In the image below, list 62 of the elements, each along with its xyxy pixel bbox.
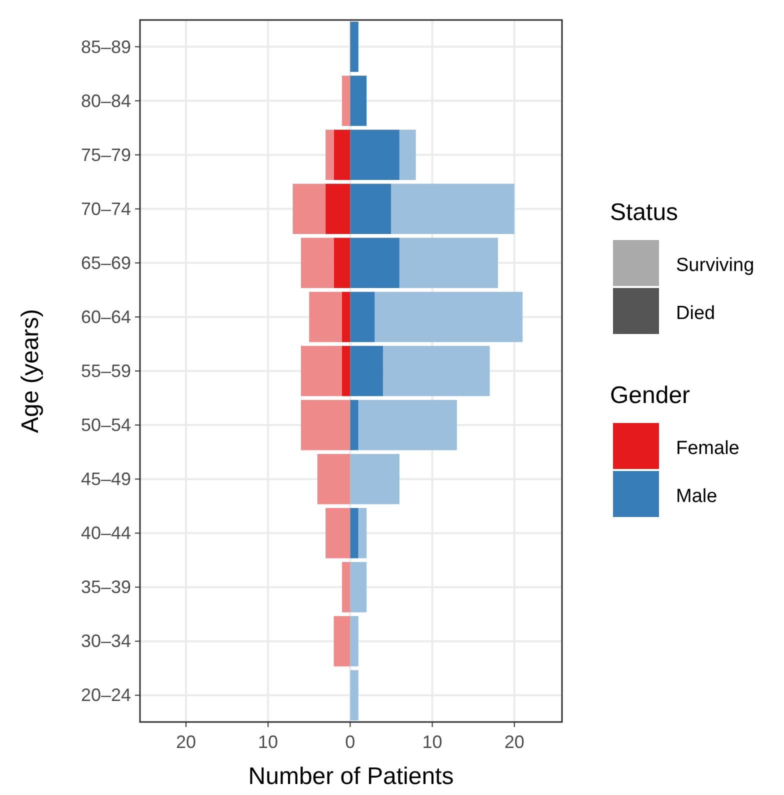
text: Died (676, 303, 716, 324)
y-tick-label: 70–74 (80, 198, 131, 219)
y-axis-title: Age (years) (17, 308, 44, 434)
text: Gender (610, 382, 690, 409)
bar (317, 454, 350, 504)
y-tick-label: 50–54 (80, 415, 131, 436)
bar (350, 508, 358, 558)
text: Status (610, 199, 678, 226)
bar (350, 184, 392, 234)
y-tick-label: 65–69 (80, 252, 131, 273)
y-tick-label: 45–49 (80, 469, 131, 490)
bar (334, 238, 350, 288)
bar (350, 400, 358, 450)
bar (334, 130, 350, 180)
bar (292, 184, 326, 234)
x-tick-label: 10 (422, 732, 442, 752)
text: Surviving (676, 255, 754, 276)
bar (374, 292, 523, 342)
x-axis-title: Number of Patients (248, 763, 454, 790)
y-tick-label: 60–64 (80, 306, 131, 327)
bar (334, 616, 350, 666)
bar (350, 562, 367, 612)
bar (309, 292, 342, 342)
bar (300, 400, 350, 450)
bar (350, 346, 384, 396)
bar (350, 292, 375, 342)
y-tick-label: 40–44 (80, 523, 131, 544)
bar (300, 238, 334, 288)
bar (342, 346, 350, 396)
bar (391, 184, 514, 234)
y-tick-label: 75–79 (80, 144, 131, 165)
bar (350, 454, 400, 504)
bar (342, 562, 350, 612)
bar (300, 346, 342, 396)
x-tick-label: 10 (258, 732, 278, 752)
bar (350, 238, 400, 288)
text: Female (676, 438, 740, 459)
bar (358, 400, 457, 450)
bar (342, 76, 350, 126)
y-tick-label: 55–59 (80, 361, 131, 381)
bar (350, 670, 358, 720)
bar (358, 508, 367, 558)
y-tick-label: 80–84 (80, 90, 131, 111)
bar (342, 292, 350, 342)
bar (350, 22, 358, 72)
bar (350, 130, 400, 180)
x-tick-label: 20 (504, 732, 524, 752)
x-tick-label: 0 (345, 732, 356, 752)
text: Male (676, 486, 718, 507)
bar (326, 508, 350, 558)
bar (350, 76, 367, 126)
bar (326, 184, 350, 234)
bar (350, 616, 358, 666)
y-tick-label: 35–39 (80, 577, 131, 598)
bar (383, 346, 490, 396)
y-tick-label: 30–34 (80, 631, 131, 652)
bar (399, 238, 498, 288)
y-tick-label: 85–89 (80, 36, 131, 57)
x-tick-label: 20 (176, 732, 196, 752)
y-tick-label: 20–24 (80, 685, 131, 706)
bar (399, 130, 416, 180)
bar (326, 130, 334, 180)
